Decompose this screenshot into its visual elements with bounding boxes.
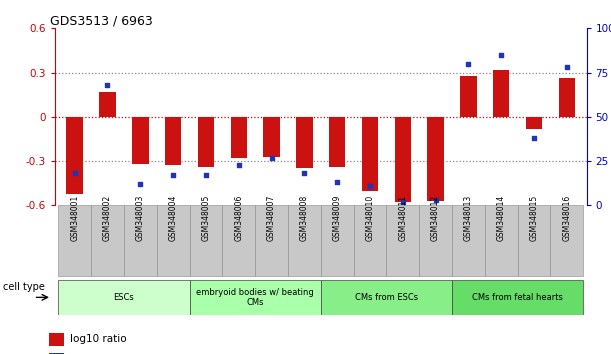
Point (136, 181, 145, 187)
Text: ESCs: ESCs (114, 293, 134, 302)
Bar (452, 205, 485, 276)
Bar (362, 117, 378, 190)
Bar (189, 280, 321, 315)
Bar (428, 117, 444, 201)
Bar (230, 117, 247, 158)
Text: embryoid bodies w/ beating
CMs: embryoid bodies w/ beating CMs (196, 288, 314, 307)
Bar (395, 117, 411, 202)
Bar (419, 205, 452, 276)
Point (103, 82, 112, 88)
Bar (296, 117, 313, 169)
Text: GSM348004: GSM348004 (169, 194, 178, 241)
Bar (222, 205, 255, 276)
Bar (189, 205, 222, 276)
Text: GDS3513 / 6963: GDS3513 / 6963 (49, 14, 152, 27)
Point (168, 172, 178, 178)
Bar (91, 205, 124, 276)
Bar (124, 205, 156, 276)
Text: GSM348013: GSM348013 (464, 194, 473, 241)
Point (365, 183, 375, 189)
Text: GSM348012: GSM348012 (431, 195, 440, 241)
Point (234, 162, 244, 167)
Bar (198, 117, 214, 167)
Text: GSM348015: GSM348015 (530, 194, 538, 241)
Bar (551, 205, 584, 276)
Point (496, 52, 506, 58)
Bar (321, 280, 452, 315)
Text: GSM348011: GSM348011 (398, 195, 408, 241)
Point (398, 199, 408, 205)
Text: GSM348003: GSM348003 (136, 194, 145, 241)
Text: GSM348016: GSM348016 (562, 194, 571, 241)
Bar (460, 75, 477, 117)
Bar (321, 205, 354, 276)
Bar (58, 280, 189, 315)
Text: GSM348005: GSM348005 (202, 194, 210, 241)
Text: GSM348009: GSM348009 (332, 194, 342, 241)
Bar (58, 205, 91, 276)
Text: GSM348006: GSM348006 (234, 194, 243, 241)
Point (70, 171, 79, 176)
Point (562, 64, 572, 70)
Point (299, 171, 309, 176)
Bar (99, 92, 115, 117)
Text: GSM348002: GSM348002 (103, 194, 112, 241)
Point (266, 155, 276, 160)
Text: log10 ratio: log10 ratio (70, 335, 127, 344)
Point (201, 172, 211, 178)
Text: GSM348010: GSM348010 (365, 194, 375, 241)
Text: GSM348001: GSM348001 (70, 194, 79, 241)
Bar (132, 117, 148, 164)
Text: GSM348007: GSM348007 (267, 194, 276, 241)
Bar (526, 117, 543, 129)
Bar (558, 79, 575, 117)
Bar (49, 353, 64, 354)
Point (529, 135, 539, 141)
Text: GSM348008: GSM348008 (300, 194, 309, 241)
Bar (518, 205, 551, 276)
Bar (156, 205, 189, 276)
Point (431, 197, 441, 203)
Bar (329, 117, 345, 167)
Bar (263, 117, 280, 156)
Bar (354, 205, 386, 276)
Bar (165, 117, 181, 166)
Bar (67, 117, 83, 194)
Bar (452, 280, 584, 315)
Text: cell type: cell type (3, 282, 45, 292)
Bar (386, 205, 419, 276)
Text: CMs from fetal hearts: CMs from fetal hearts (472, 293, 563, 302)
Text: CMs from ESCs: CMs from ESCs (355, 293, 418, 302)
Bar (288, 205, 321, 276)
Text: GSM348014: GSM348014 (497, 194, 506, 241)
Bar (485, 205, 518, 276)
Point (464, 61, 474, 67)
Bar (255, 205, 288, 276)
Bar (49, 333, 64, 346)
Bar (493, 70, 510, 117)
Point (332, 179, 342, 185)
